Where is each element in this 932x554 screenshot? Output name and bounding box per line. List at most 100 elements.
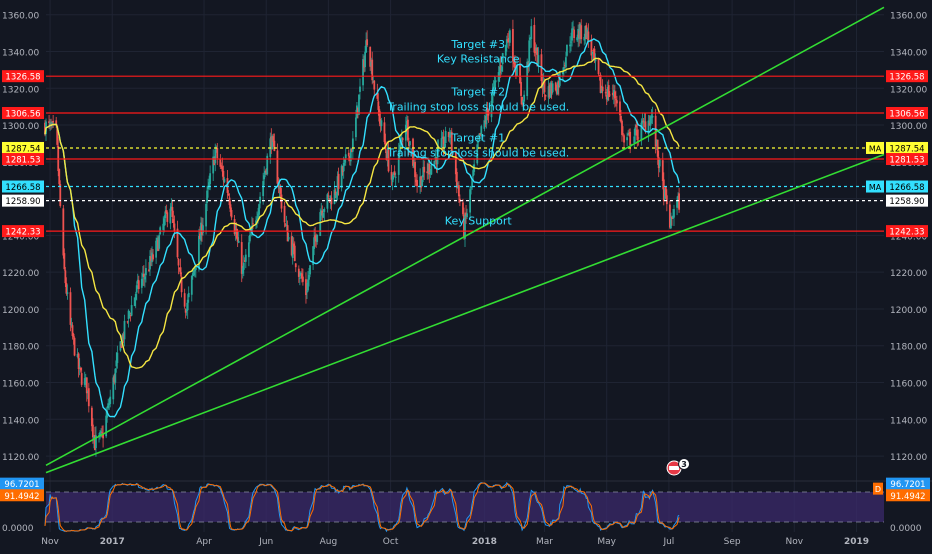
candle-body	[349, 149, 352, 162]
candle-body	[483, 120, 486, 129]
candle-body	[591, 51, 594, 54]
y-tick-label-left: 1220.00	[2, 269, 39, 279]
candle-body	[669, 204, 671, 228]
indicator-tag-bg	[886, 477, 930, 490]
moving-average-fast	[44, 38, 680, 418]
candle-body	[613, 91, 616, 99]
candle-body	[135, 285, 138, 293]
candle-body	[320, 210, 323, 213]
candle-body	[469, 189, 471, 213]
candle-body	[472, 170, 475, 177]
candle-body	[397, 151, 400, 175]
level-price-tag-bg	[886, 70, 928, 83]
candle-body	[370, 61, 373, 67]
candle-body	[321, 210, 324, 216]
candle-body	[333, 189, 336, 204]
event-badge[interactable]: 3	[666, 458, 691, 476]
candle-body	[51, 121, 54, 124]
ma-tag: MA	[869, 183, 882, 192]
candle-body	[604, 92, 607, 94]
candle-body	[273, 140, 276, 152]
candle-body	[94, 435, 96, 451]
level-price-tag-bg	[2, 106, 44, 119]
level-price-tag-right: 1326.58	[889, 73, 924, 83]
candle-body	[115, 360, 118, 367]
candle-body	[654, 115, 657, 147]
x-tick-label: 2018	[472, 537, 497, 547]
candle-body	[258, 204, 260, 215]
level-price-tag-left: 1306.56	[5, 109, 40, 119]
x-tick-label: Jul	[662, 537, 674, 547]
candle-body	[606, 87, 609, 101]
interval-tag: D	[875, 485, 881, 494]
y-tick-label-left: 1360.00	[2, 12, 39, 22]
candle-body	[86, 390, 89, 392]
candle-body	[436, 148, 439, 165]
candle-body	[633, 136, 636, 143]
candle-body	[678, 193, 680, 210]
y-tick-label-right: 1180.00	[890, 343, 927, 353]
candle-body	[235, 228, 238, 239]
flag-stripe	[669, 466, 680, 470]
candle-body	[608, 94, 611, 96]
candle-body	[429, 171, 432, 174]
candle-body	[114, 368, 117, 383]
candle-body	[576, 37, 579, 41]
candle-body	[480, 126, 483, 136]
candle-body	[657, 157, 660, 169]
candle-body	[100, 431, 102, 433]
candle-body	[594, 59, 597, 62]
y-tick-label-right: 1140.00	[890, 416, 927, 426]
candle-body	[465, 212, 467, 216]
candle-body	[55, 120, 58, 125]
trendline-shallow[interactable]	[45, 153, 885, 474]
candle-body	[647, 120, 650, 134]
candle-body	[364, 51, 366, 68]
candle-body	[83, 378, 86, 385]
candle-body	[441, 136, 444, 139]
candle-body	[326, 194, 329, 209]
candle-body	[150, 256, 152, 261]
candle-body	[621, 120, 623, 135]
candle-body	[405, 120, 408, 127]
y-tick-label-right: 1360.00	[890, 12, 927, 22]
candle-body	[457, 185, 460, 197]
candle-body	[308, 275, 310, 280]
candle-body	[300, 273, 303, 279]
candle-body	[172, 219, 175, 224]
candle-body	[73, 337, 76, 356]
candle-body	[134, 294, 137, 300]
candle-body	[64, 270, 67, 284]
candle-body	[142, 273, 145, 278]
y-tick-label-left: 1320.00	[2, 85, 39, 95]
candle-body	[619, 101, 621, 116]
y-tick-label-right: 1220.00	[890, 269, 927, 279]
candle-body	[529, 37, 532, 40]
candle-body	[149, 255, 151, 270]
candle-body	[523, 94, 526, 102]
candle-body	[222, 170, 225, 181]
candle-body	[611, 92, 614, 96]
candle-body	[216, 147, 219, 159]
candle-body	[413, 163, 415, 168]
candle-body	[392, 172, 395, 175]
candle-body	[600, 88, 603, 93]
candle-body	[477, 141, 480, 143]
stochastic-band	[46, 492, 884, 522]
candle-body	[380, 120, 383, 127]
candle-body	[191, 273, 194, 277]
candle-body	[555, 90, 558, 94]
candle-body	[547, 86, 550, 98]
level-price-tag-bg	[886, 106, 928, 119]
level-price-tag-left: 1258.90	[5, 197, 40, 207]
candle-body	[228, 197, 231, 206]
candle-body	[358, 94, 360, 115]
candle-body	[670, 217, 672, 229]
trendline-steep[interactable]	[45, 6, 885, 466]
candle-body	[357, 107, 359, 114]
candle-body	[201, 224, 203, 235]
candle-body	[252, 223, 254, 225]
